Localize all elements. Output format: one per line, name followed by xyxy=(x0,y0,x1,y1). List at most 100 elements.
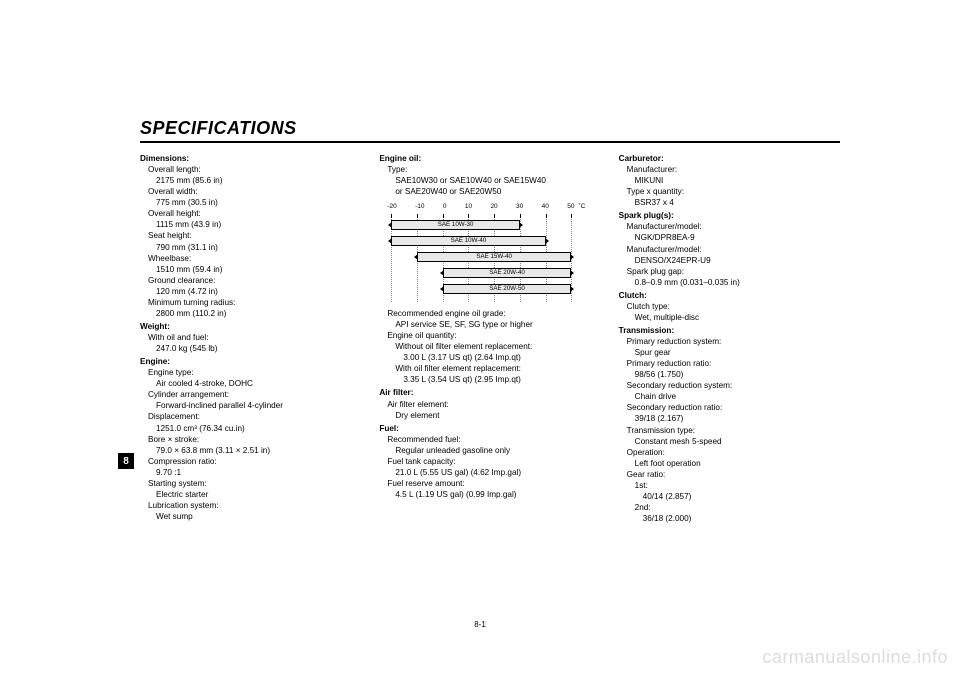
prs-label: Primary reduction system: xyxy=(619,336,840,347)
with-oil-label: With oil and fuel: xyxy=(140,332,361,343)
wheelbase-label: Wheelbase: xyxy=(140,253,361,264)
seat-height-label: Seat height: xyxy=(140,230,361,241)
overall-width-label: Overall width: xyxy=(140,186,361,197)
oil-grade-bar: SAE 15W-40 xyxy=(417,252,571,262)
gear2-label: 2nd: xyxy=(619,502,840,513)
ground-clearance-value: 120 mm (4.72 in) xyxy=(140,286,361,297)
spark-head: Spark plug(s): xyxy=(619,210,840,221)
srs-label: Secondary reduction system: xyxy=(619,380,840,391)
column-3: Carburetor: Manufacturer: MIKUNI Type x … xyxy=(619,151,840,524)
starting-label: Starting system: xyxy=(140,478,361,489)
prr-value: 98/56 (1.750) xyxy=(619,369,840,380)
trans-type-value: Constant mesh 5-speed xyxy=(619,436,840,447)
oil-qty-label: Engine oil quantity: xyxy=(379,330,600,341)
columns: Dimensions: Overall length: 2175 mm (85.… xyxy=(140,151,840,524)
spark-gap-label: Spark plug gap: xyxy=(619,266,840,277)
chart-tick: 0 xyxy=(443,203,447,212)
displacement-value: 1251.0 cm³ (76.34 cu.in) xyxy=(140,423,361,434)
chart-tick: -10 xyxy=(415,203,424,212)
with-oil-value: 247.0 kg (545 lb) xyxy=(140,343,361,354)
overall-width-value: 775 mm (30.5 in) xyxy=(140,197,361,208)
gear-ratio-label: Gear ratio: xyxy=(619,469,840,480)
gear1-label: 1st: xyxy=(619,480,840,491)
engine-type-label: Engine type: xyxy=(140,367,361,378)
chart-tick: 30 xyxy=(516,203,523,212)
oil-qty-w-value: 3.35 L (3.54 US qt) (2.95 Imp.qt) xyxy=(379,374,600,385)
fuel-reserve-value: 4.5 L (1.19 US gal) (0.99 Imp.gal) xyxy=(379,489,600,500)
lubrication-label: Lubrication system: xyxy=(140,500,361,511)
clutch-type-label: Clutch type: xyxy=(619,301,840,312)
oil-qty-wo-label: Without oil filter element replacement: xyxy=(379,341,600,352)
oil-type-value-1: SAE10W30 or SAE10W40 or SAE15W40 xyxy=(379,175,600,186)
displacement-label: Displacement: xyxy=(140,411,361,422)
oil-grade-bar: SAE 20W-50 xyxy=(443,284,572,294)
min-turn-value: 2800 mm (110.2 in) xyxy=(140,308,361,319)
overall-length-label: Overall length: xyxy=(140,164,361,175)
title-row: SPECIFICATIONS xyxy=(140,118,840,143)
fuel-tank-label: Fuel tank capacity: xyxy=(379,456,600,467)
spark-mfr1-value: NGK/DPR8EA-9 xyxy=(619,232,840,243)
chart-tick: 50 xyxy=(567,203,574,212)
clutch-head: Clutch: xyxy=(619,290,840,301)
engine-head: Engine: xyxy=(140,356,361,367)
chart-tick: -20 xyxy=(387,203,396,212)
gear2-value: 36/18 (2.000) xyxy=(619,513,840,524)
carb-mfr-value: MIKUNI xyxy=(619,175,840,186)
carburetor-head: Carburetor: xyxy=(619,153,840,164)
chart-tick: 10 xyxy=(465,203,472,212)
cylinder-value: Forward-inclined parallel 4-cylinder xyxy=(140,400,361,411)
bore-stroke-value: 79.0 × 63.8 mm (3.11 × 2.51 in) xyxy=(140,445,361,456)
column-1: Dimensions: Overall length: 2175 mm (85.… xyxy=(140,151,361,524)
trans-type-label: Transmission type: xyxy=(619,425,840,436)
cylinder-label: Cylinder arrangement: xyxy=(140,389,361,400)
fuel-reserve-label: Fuel reserve amount: xyxy=(379,478,600,489)
oil-qty-w-label: With oil filter element replacement: xyxy=(379,363,600,374)
chart-unit: ˚C xyxy=(578,203,585,212)
manual-page: SPECIFICATIONS Dimensions: Overall lengt… xyxy=(140,118,840,524)
carb-type-value: BSR37 x 4 xyxy=(619,197,840,208)
oil-grade-value: API service SE, SF, SG type or higher xyxy=(379,319,600,330)
fuel-head: Fuel: xyxy=(379,423,600,434)
air-filter-head: Air filter: xyxy=(379,387,600,398)
overall-height-value: 1115 mm (43.9 in) xyxy=(140,219,361,230)
transmission-head: Transmission: xyxy=(619,325,840,336)
spark-gap-value: 0.8–0.9 mm (0.031–0.035 in) xyxy=(619,277,840,288)
overall-height-label: Overall height: xyxy=(140,208,361,219)
prs-value: Spur gear xyxy=(619,347,840,358)
oil-grade-bar: SAE 10W-40 xyxy=(391,236,545,246)
air-filter-label: Air filter element: xyxy=(379,399,600,410)
spark-mfr2-value: DENSO/X24EPR-U9 xyxy=(619,255,840,266)
srs-value: Chain drive xyxy=(619,391,840,402)
oil-type-label: Type: xyxy=(379,164,600,175)
carb-mfr-label: Manufacturer: xyxy=(619,164,840,175)
fuel-rec-value: Regular unleaded gasoline only xyxy=(379,445,600,456)
prr-label: Primary reduction ratio: xyxy=(619,358,840,369)
gear1-value: 40/14 (2.857) xyxy=(619,491,840,502)
weight-head: Weight: xyxy=(140,321,361,332)
wheelbase-value: 1510 mm (59.4 in) xyxy=(140,264,361,275)
chart-ticks: -20 -10 0 10 20 30 40 50 xyxy=(385,203,576,212)
oil-grade-label: Recommended engine oil grade: xyxy=(379,308,600,319)
spark-mfr1-label: Manufacturer/model: xyxy=(619,221,840,232)
oil-viscosity-chart: -20 -10 0 10 20 30 40 50 ˚C SAE 10W-30 SAE 10W-4… xyxy=(385,203,585,302)
chart-area: SAE 10W-30 SAE 10W-40 SAE 15W-40 SAE 20W-40… xyxy=(385,214,585,302)
compression-value: 9.70 :1 xyxy=(140,467,361,478)
starting-value: Electric starter xyxy=(140,489,361,500)
operation-label: Operation: xyxy=(619,447,840,458)
oil-qty-wo-value: 3.00 L (3.17 US qt) (2.64 Imp.qt) xyxy=(379,352,600,363)
fuel-tank-value: 21.0 L (5.55 US gal) (4.62 Imp.gal) xyxy=(379,467,600,478)
ground-clearance-label: Ground clearance: xyxy=(140,275,361,286)
chart-tick: 40 xyxy=(542,203,549,212)
engine-type-value: Air cooled 4-stroke, DOHC xyxy=(140,378,361,389)
lubrication-value: Wet sump xyxy=(140,511,361,522)
page-number: 8-1 xyxy=(0,620,960,629)
column-2: Engine oil: Type: SAE10W30 or SAE10W40 o… xyxy=(379,151,600,524)
oil-grade-bar: SAE 20W-40 xyxy=(443,268,572,278)
fuel-rec-label: Recommended fuel: xyxy=(379,434,600,445)
watermark: carmanualsonline.info xyxy=(762,647,948,668)
oil-grade-bar: SAE 10W-30 xyxy=(391,220,520,230)
bore-stroke-label: Bore × stroke: xyxy=(140,434,361,445)
clutch-type-value: Wet, multiple-disc xyxy=(619,312,840,323)
chart-tick: 20 xyxy=(490,203,497,212)
air-filter-value: Dry element xyxy=(379,410,600,421)
